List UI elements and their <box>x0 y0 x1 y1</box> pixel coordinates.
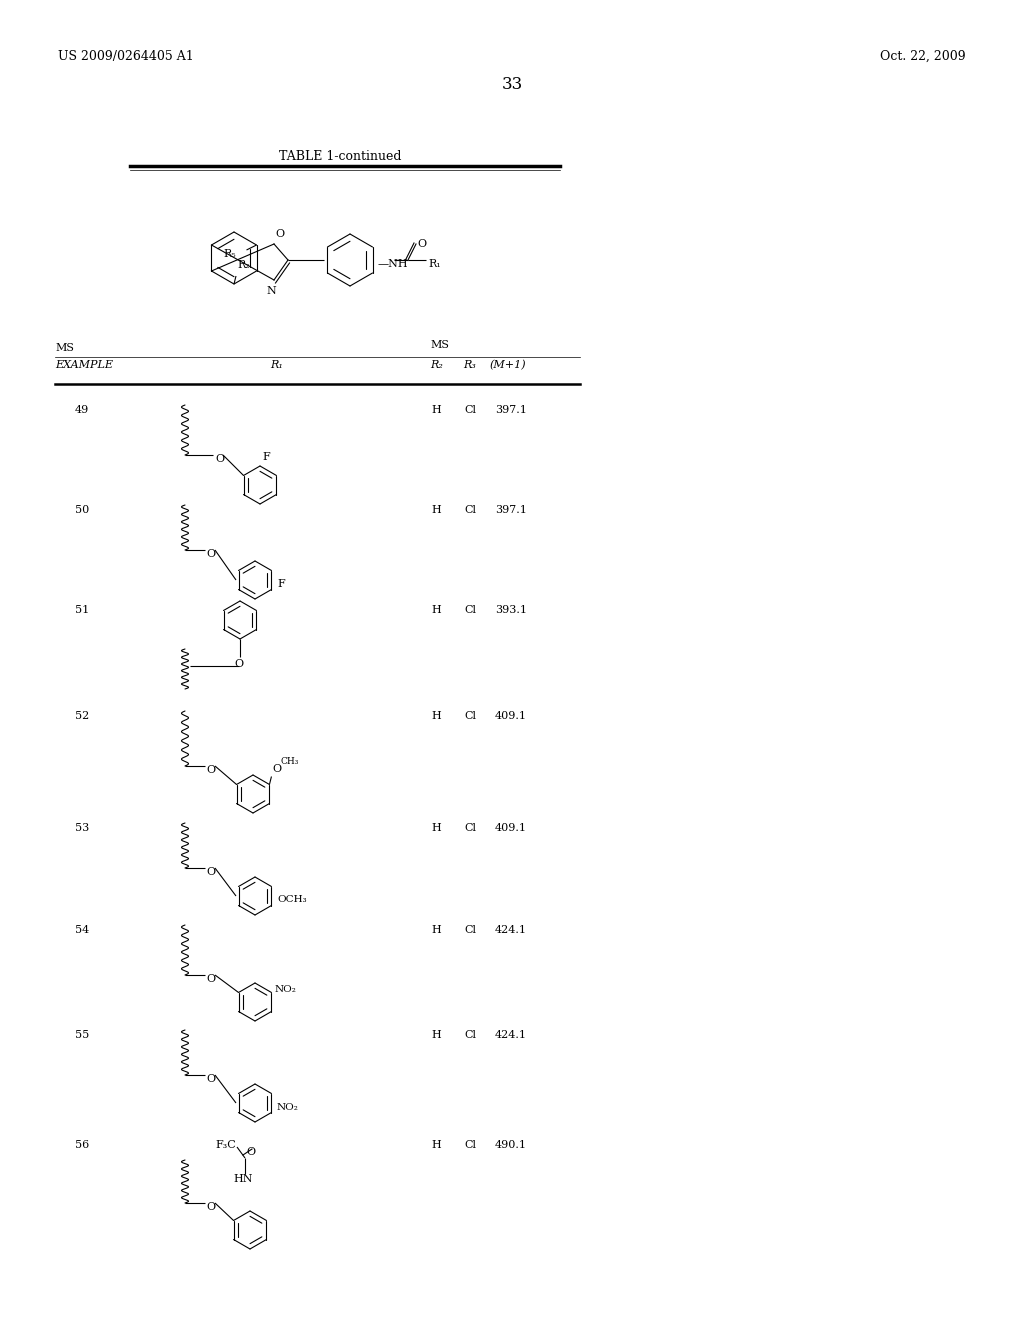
Text: R₅: R₅ <box>224 249 237 259</box>
Text: US 2009/0264405 A1: US 2009/0264405 A1 <box>58 50 194 63</box>
Text: 397.1: 397.1 <box>495 405 527 414</box>
Text: R₁: R₁ <box>270 360 283 370</box>
Text: 393.1: 393.1 <box>495 605 527 615</box>
Text: 52: 52 <box>75 711 89 721</box>
Text: R₁: R₁ <box>428 259 440 269</box>
Text: O: O <box>206 1074 215 1084</box>
Text: NO₂: NO₂ <box>274 985 296 994</box>
Text: F₃C: F₃C <box>215 1140 236 1150</box>
Text: Cl: Cl <box>464 925 476 935</box>
Text: O: O <box>275 228 284 239</box>
Text: CH₃: CH₃ <box>281 758 299 767</box>
Text: —NH: —NH <box>378 259 409 269</box>
Text: 56: 56 <box>75 1140 89 1150</box>
Text: H: H <box>431 711 441 721</box>
Text: (M+1): (M+1) <box>490 360 526 371</box>
Text: 55: 55 <box>75 1030 89 1040</box>
Text: O: O <box>246 1147 255 1158</box>
Text: O: O <box>206 1203 215 1212</box>
Text: TABLE 1-continued: TABLE 1-continued <box>279 150 401 162</box>
Text: O: O <box>234 659 243 669</box>
Text: O: O <box>206 766 215 775</box>
Text: F: F <box>278 579 285 589</box>
Text: H: H <box>431 405 441 414</box>
Text: 50: 50 <box>75 506 89 515</box>
Text: Cl: Cl <box>464 822 476 833</box>
Text: NO₂: NO₂ <box>278 1102 299 1111</box>
Text: 33: 33 <box>502 77 522 92</box>
Text: O: O <box>206 974 215 983</box>
Text: Oct. 22, 2009: Oct. 22, 2009 <box>881 50 966 63</box>
Text: Cl: Cl <box>464 605 476 615</box>
Text: MS: MS <box>55 343 74 352</box>
Text: 51: 51 <box>75 605 89 615</box>
Text: Cl: Cl <box>464 405 476 414</box>
Text: Cl: Cl <box>464 1140 476 1150</box>
Text: H: H <box>431 1140 441 1150</box>
Text: 54: 54 <box>75 925 89 935</box>
Text: 53: 53 <box>75 822 89 833</box>
Text: 490.1: 490.1 <box>495 1140 527 1150</box>
Text: H: H <box>431 1030 441 1040</box>
Text: H: H <box>431 822 441 833</box>
Text: O: O <box>215 454 224 465</box>
Text: 49: 49 <box>75 405 89 414</box>
Text: Cl: Cl <box>464 506 476 515</box>
Text: O: O <box>206 867 215 876</box>
Text: 424.1: 424.1 <box>495 925 527 935</box>
Text: 424.1: 424.1 <box>495 1030 527 1040</box>
Text: EXAMPLE: EXAMPLE <box>55 360 113 370</box>
Text: 409.1: 409.1 <box>495 711 527 721</box>
Text: N: N <box>266 286 275 296</box>
Text: H: H <box>431 605 441 615</box>
Text: 409.1: 409.1 <box>495 822 527 833</box>
Text: 397.1: 397.1 <box>495 506 527 515</box>
Text: HN: HN <box>233 1173 253 1184</box>
Text: MS: MS <box>430 341 449 350</box>
Text: R₂: R₂ <box>430 360 442 370</box>
Text: O: O <box>417 239 426 249</box>
Text: H: H <box>431 506 441 515</box>
Text: F: F <box>262 451 269 462</box>
Text: Cl: Cl <box>464 1030 476 1040</box>
Text: Cl: Cl <box>464 711 476 721</box>
Text: OCH₃: OCH₃ <box>278 895 306 904</box>
Text: H: H <box>431 925 441 935</box>
Text: R₃: R₃ <box>463 360 476 370</box>
Text: O: O <box>272 764 282 775</box>
Text: O: O <box>206 549 215 558</box>
Text: R₂: R₂ <box>237 260 250 271</box>
